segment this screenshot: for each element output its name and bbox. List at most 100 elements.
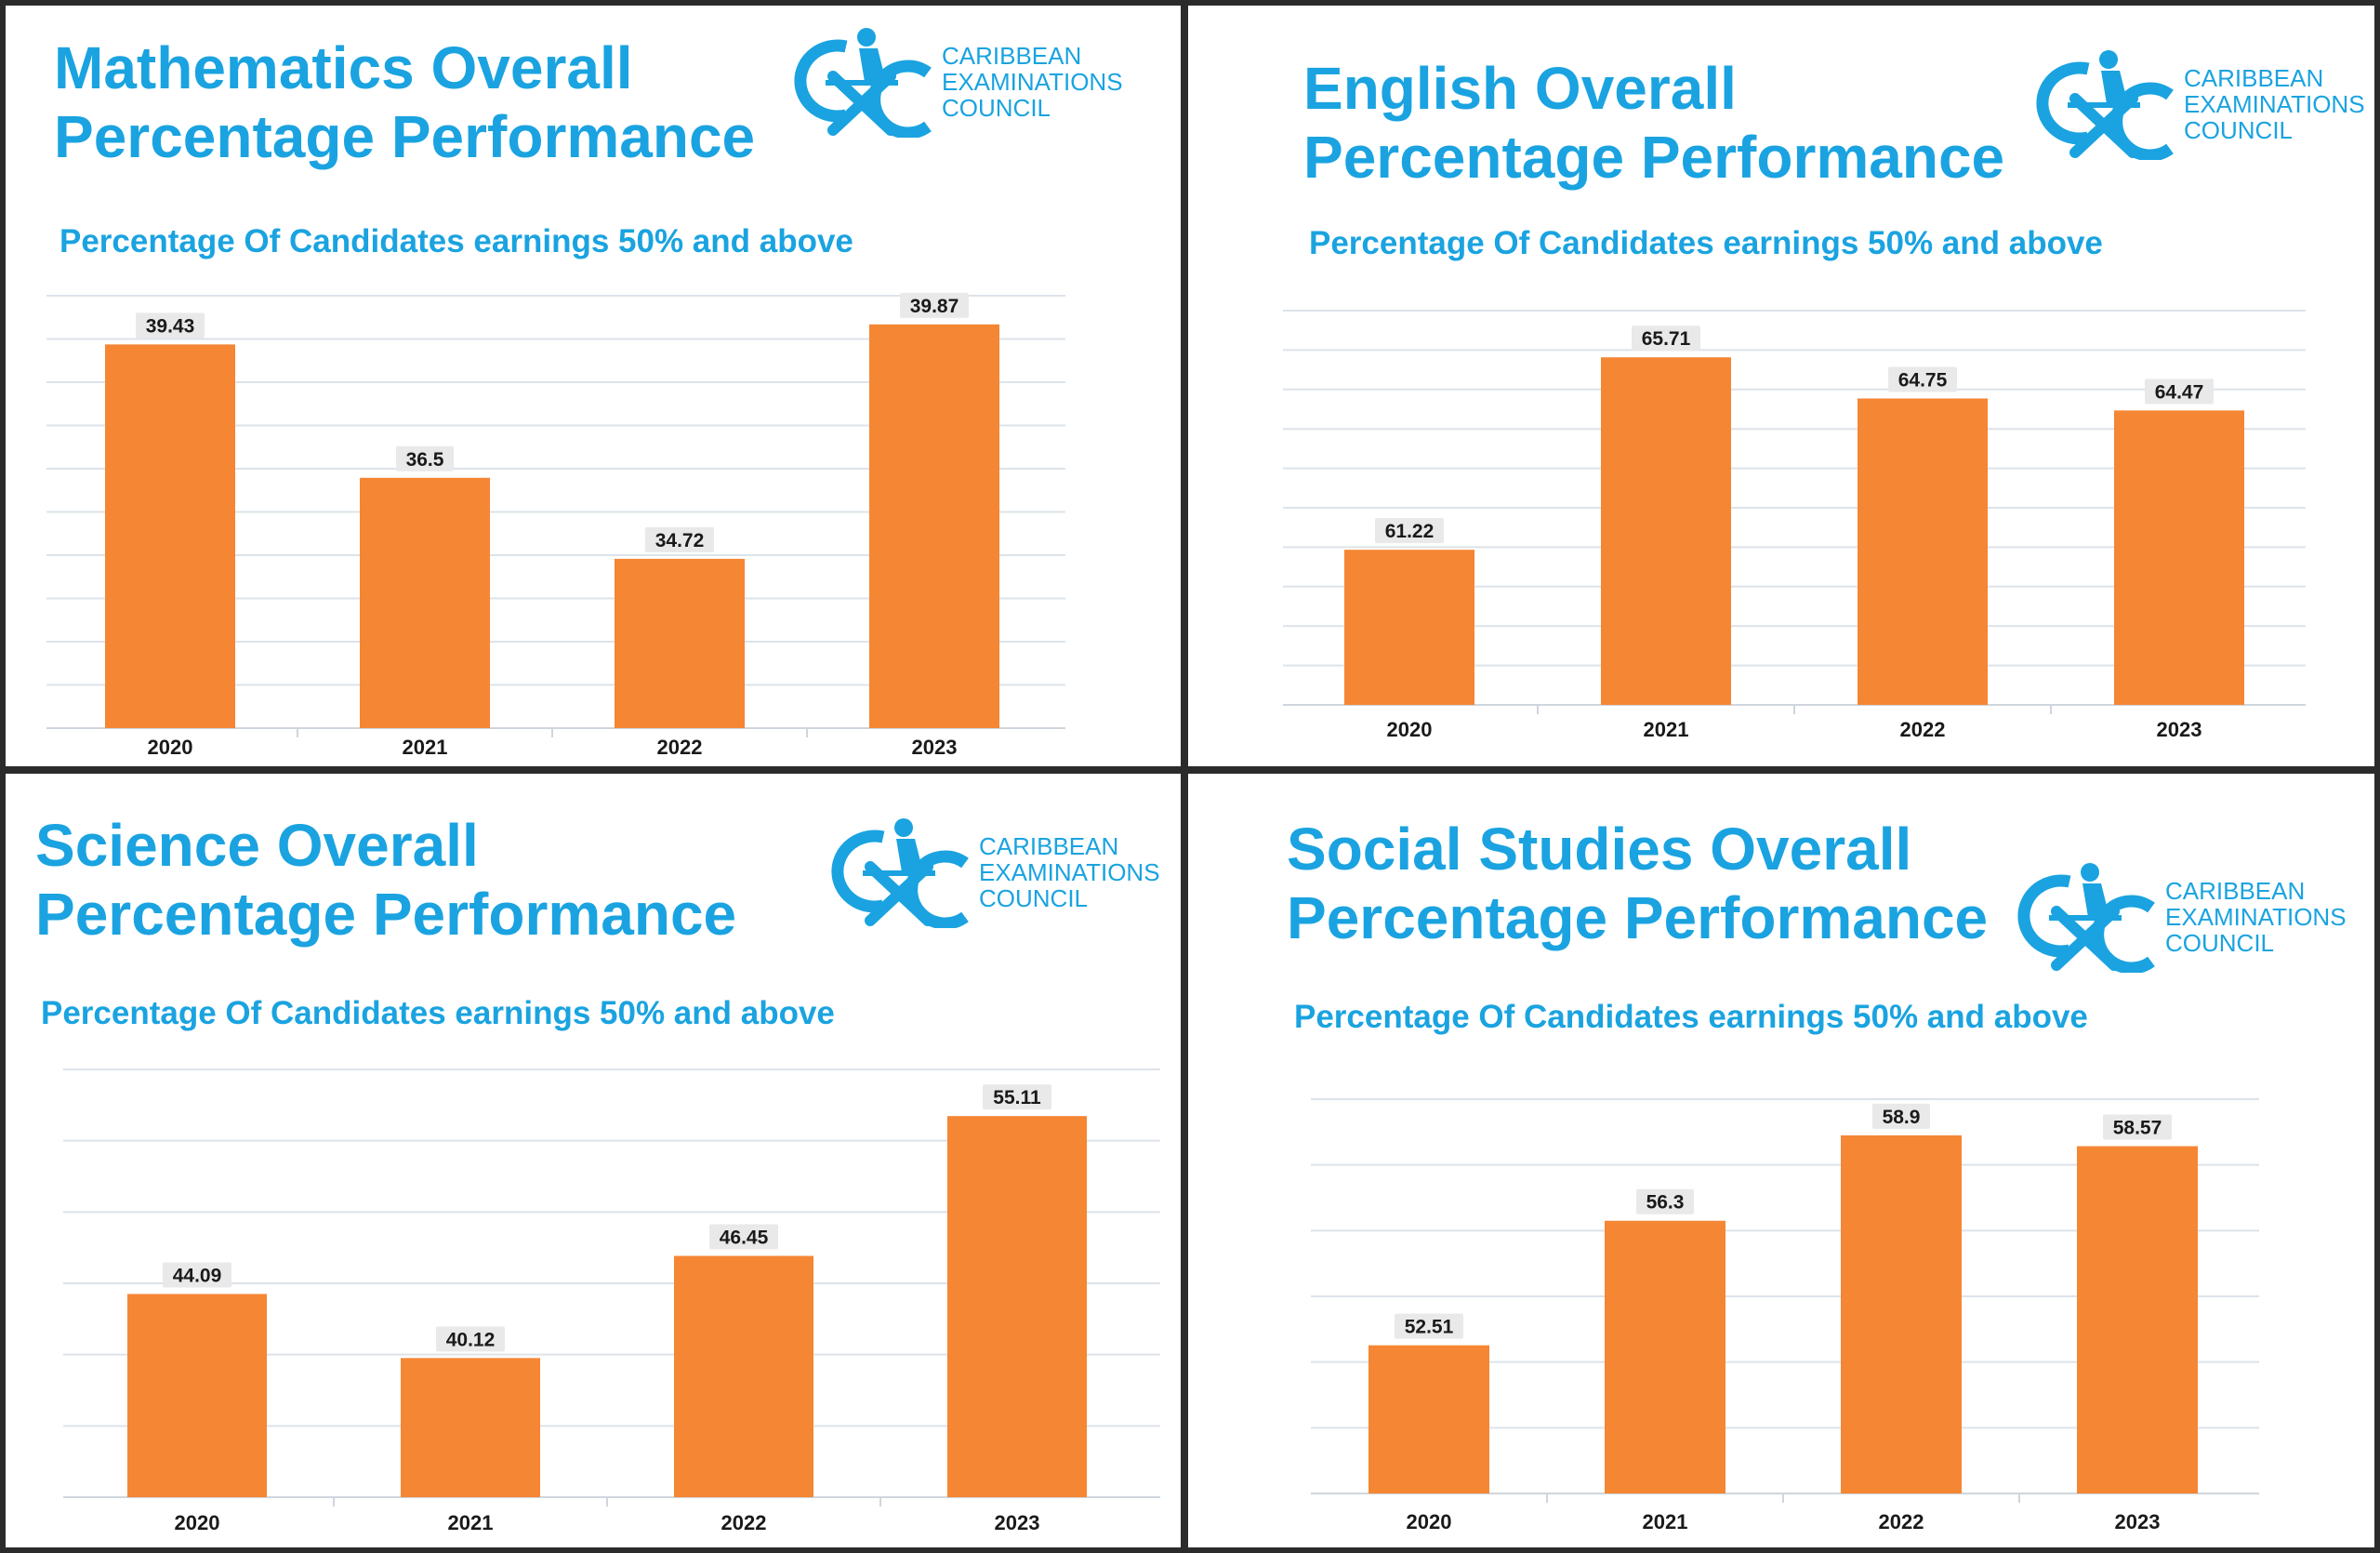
x-tick-label: 2020 bbox=[1407, 1510, 1452, 1533]
chart-title-line2: Percentage Performance bbox=[54, 103, 756, 170]
chart-title-line1: Mathematics Overall bbox=[54, 34, 633, 101]
data-label: 64.75 bbox=[1898, 369, 1948, 391]
chart-title-line1: Social Studies Overall bbox=[1287, 816, 1912, 883]
cxc-logo-text-line1: CARIBBEAN bbox=[942, 42, 1082, 70]
chart-title-line1: English Overall bbox=[1303, 55, 1737, 122]
cxc-logo-icon bbox=[2036, 50, 2174, 160]
chart-svg: 44.09 2020 40.12 2021 46.45 2022 55.11 2023 bbox=[63, 1069, 1160, 1534]
data-label: 39.87 bbox=[910, 296, 959, 317]
data-label-background bbox=[900, 292, 969, 318]
bar-2021 bbox=[1601, 357, 1731, 705]
bar-2020 bbox=[105, 344, 235, 728]
bar-2023 bbox=[2077, 1146, 2198, 1493]
x-tick-label: 2023 bbox=[2157, 718, 2202, 741]
chart-subtitle: Percentage Of Candidates earnings 50% an… bbox=[60, 223, 853, 259]
data-label-background bbox=[1888, 366, 1957, 392]
data-label: 65.71 bbox=[1642, 328, 1691, 350]
bar-2020 bbox=[1368, 1345, 1489, 1493]
cxc-logo-text-line2: EXAMINATIONS bbox=[2184, 90, 2365, 118]
data-label-background bbox=[1636, 1188, 1694, 1215]
cxc-logo-text-line3: COUNCIL bbox=[942, 94, 1051, 122]
data-label-background bbox=[645, 526, 714, 552]
data-label-background bbox=[1395, 1313, 1463, 1339]
bar-2023 bbox=[869, 324, 999, 728]
data-label: 55.11 bbox=[993, 1087, 1041, 1108]
bar-2020 bbox=[1344, 550, 1474, 705]
chart-subtitle: Percentage Of Candidates earnings 50% an… bbox=[41, 995, 835, 1031]
cxc-logo-text-line3: COUNCIL bbox=[2165, 929, 2275, 957]
frame-border-right bbox=[2374, 0, 2380, 1553]
panel-social-studies: Social Studies Overall Percentage Perfor… bbox=[1188, 774, 2374, 1547]
x-tick-label: 2022 bbox=[657, 736, 703, 759]
data-label: 46.45 bbox=[720, 1227, 769, 1248]
x-tick-label: 2020 bbox=[148, 736, 193, 759]
cxc-logo-text-line2: EXAMINATIONS bbox=[942, 68, 1123, 96]
frame-border-top bbox=[0, 0, 2380, 6]
cxc-logo-text-line3: COUNCIL bbox=[2184, 116, 2294, 144]
data-label-background bbox=[983, 1084, 1051, 1110]
chart-subtitle: Percentage Of Candidates earnings 50% an… bbox=[1294, 999, 2088, 1035]
chart-title-line2: Percentage Performance bbox=[35, 881, 737, 948]
data-label: 36.5 bbox=[406, 449, 444, 471]
bar-2022 bbox=[1841, 1135, 1962, 1493]
bar-2021 bbox=[360, 477, 490, 728]
cxc-logo-icon bbox=[2017, 863, 2155, 973]
data-label: 56.3 bbox=[1646, 1192, 1685, 1214]
cxc-logo: CARIBBEAN EXAMINATIONS COUNCIL bbox=[788, 26, 1170, 138]
cxc-logo-text: CARIBBEAN EXAMINATIONS COUNCIL bbox=[942, 43, 1123, 121]
chart-title: Mathematics Overall Percentage Performan… bbox=[54, 33, 755, 171]
data-label-background bbox=[1632, 325, 1700, 352]
cxc-logo-text: CARIBBEAN EXAMINATIONS COUNCIL bbox=[2165, 878, 2347, 956]
bar-2023 bbox=[947, 1116, 1087, 1497]
cxc-logo-text-line1: CARIBBEAN bbox=[2184, 64, 2324, 92]
x-tick-label: 2020 bbox=[175, 1511, 220, 1534]
cxc-logo-icon bbox=[794, 28, 932, 138]
x-tick-label: 2021 bbox=[1643, 1510, 1688, 1533]
frame-border-left bbox=[0, 0, 6, 1553]
panel-english: English Overall Percentage Performance C… bbox=[1188, 6, 2374, 766]
data-label: 39.43 bbox=[146, 315, 195, 337]
bar-2022 bbox=[674, 1255, 813, 1497]
data-label: 44.09 bbox=[173, 1265, 222, 1286]
data-label: 52.51 bbox=[1405, 1317, 1454, 1338]
cxc-logo-text-line1: CARIBBEAN bbox=[2165, 877, 2306, 905]
data-label-background bbox=[436, 1326, 505, 1352]
data-label: 40.12 bbox=[446, 1329, 496, 1350]
cxc-logo-icon bbox=[831, 818, 969, 928]
bar-2020 bbox=[127, 1294, 267, 1497]
frame-divider-vertical bbox=[1181, 0, 1188, 1553]
chart-svg: 52.51 2020 56.3 2021 58.9 2022 58.57 2023 bbox=[1311, 1098, 2259, 1533]
chart-subtitle: Percentage Of Candidates earnings 50% an… bbox=[1309, 225, 2103, 261]
data-label-background bbox=[396, 445, 454, 471]
data-label-background bbox=[2145, 378, 2214, 405]
bar-chart: 44.09 2020 40.12 2021 46.45 2022 55.11 2023 bbox=[6, 774, 1179, 1547]
cxc-logo: CARIBBEAN EXAMINATIONS COUNCIL bbox=[826, 816, 1181, 928]
bar-2021 bbox=[401, 1358, 540, 1497]
chart-title-line1: Science Overall bbox=[35, 812, 479, 879]
chart-svg: 39.43 2020 36.5 2021 34.72 2022 39.87 2023 bbox=[46, 292, 1065, 759]
x-tick-label: 2022 bbox=[1900, 718, 1946, 741]
x-tick-label: 2020 bbox=[1387, 718, 1433, 741]
cxc-logo-text-line2: EXAMINATIONS bbox=[2165, 903, 2347, 931]
frame-border-bottom bbox=[0, 1547, 2380, 1553]
x-tick-label: 2022 bbox=[721, 1511, 767, 1534]
data-label-background bbox=[1375, 518, 1444, 544]
x-tick-label: 2022 bbox=[1879, 1510, 1924, 1533]
x-tick-label: 2023 bbox=[912, 736, 958, 759]
x-tick-label: 2021 bbox=[403, 736, 448, 759]
chart-title: Social Studies Overall Percentage Perfor… bbox=[1287, 815, 1988, 952]
cxc-logo-text: CARIBBEAN EXAMINATIONS COUNCIL bbox=[979, 833, 1160, 911]
data-label: 58.9 bbox=[1883, 1107, 1921, 1128]
bar-chart: 61.22 2020 65.71 2021 64.75 2022 64.47 2023 bbox=[1188, 6, 2324, 760]
bar-2022 bbox=[1858, 398, 1988, 705]
bar-chart: 39.43 2020 36.5 2021 34.72 2022 39.87 2023 bbox=[6, 6, 1084, 766]
frame-divider-horizontal bbox=[0, 766, 2380, 774]
cxc-logo-text-line1: CARIBBEAN bbox=[979, 832, 1119, 860]
data-label: 58.57 bbox=[2113, 1118, 2162, 1139]
data-label: 64.47 bbox=[2155, 381, 2204, 403]
cxc-logo-text-line3: COUNCIL bbox=[979, 884, 1089, 912]
x-tick-label: 2023 bbox=[995, 1511, 1040, 1534]
cxc-logo-text: CARIBBEAN EXAMINATIONS COUNCIL bbox=[2184, 65, 2365, 143]
chart-title-line2: Percentage Performance bbox=[1303, 124, 2005, 191]
chart-svg: 61.22 2020 65.71 2021 64.75 2022 64.47 2023 bbox=[1283, 310, 2306, 741]
